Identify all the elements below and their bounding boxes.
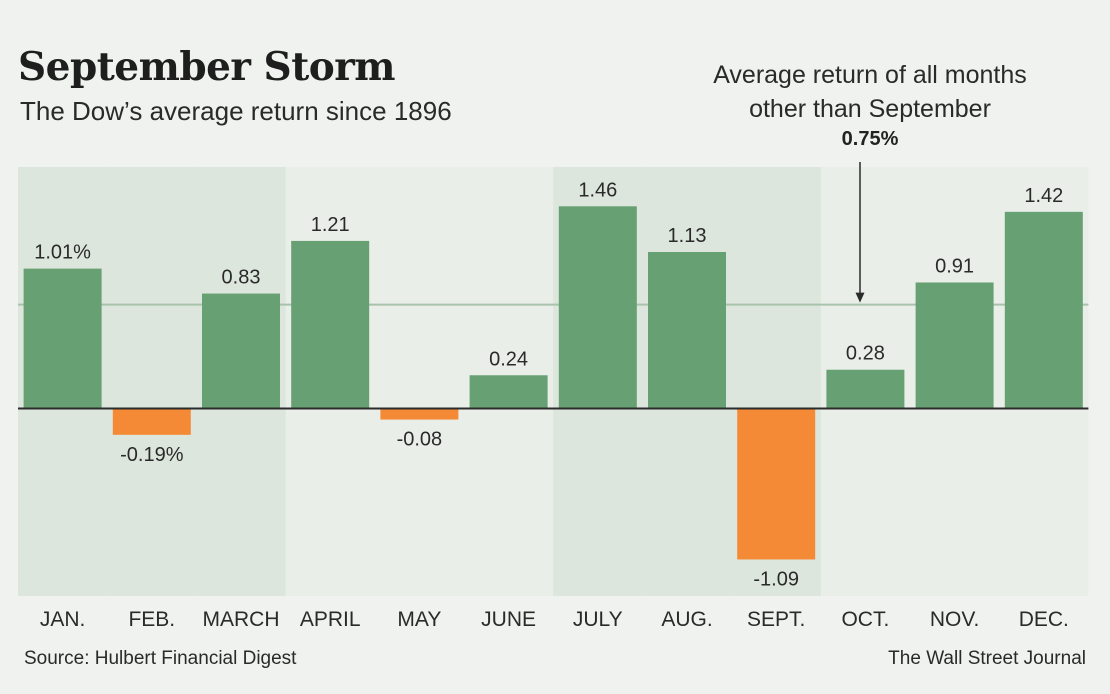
average-annotation-line2: other than September <box>749 95 991 123</box>
month-label-april: APRIL <box>300 608 361 631</box>
bar-july <box>558 206 637 409</box>
bar-june <box>469 375 548 409</box>
shaded-band-feb <box>107 167 197 596</box>
month-label-jan: JAN. <box>40 608 86 631</box>
bar-jan <box>23 268 102 409</box>
value-label-april: 1.21 <box>311 214 350 236</box>
month-label-sept: SEPT. <box>747 608 805 631</box>
month-label-aug: AUG. <box>661 608 712 631</box>
value-label-june: 0.24 <box>489 348 528 370</box>
value-label-jan: 1.01% <box>34 242 91 264</box>
bar-dec <box>1004 211 1083 409</box>
value-label-feb: -0.19% <box>120 444 184 466</box>
value-label-may: -0.08 <box>397 429 443 451</box>
month-label-nov: NOV. <box>930 608 979 631</box>
value-label-july: 1.46 <box>578 179 617 201</box>
bar-sept <box>737 408 816 560</box>
chart-subtitle: The Dow’s average return since 1896 <box>20 96 452 126</box>
month-label-march: MARCH <box>203 608 280 631</box>
month-label-feb: FEB. <box>128 608 175 631</box>
value-label-sept: -1.09 <box>753 568 799 590</box>
value-label-oct: 0.28 <box>846 343 885 365</box>
bar-oct <box>826 369 905 409</box>
average-annotation-value: 0.75% <box>841 128 899 150</box>
value-label-aug: 1.13 <box>668 225 707 247</box>
month-label-may: MAY <box>397 608 441 631</box>
bar-nov <box>915 282 994 409</box>
month-label-dec: DEC. <box>1019 608 1069 631</box>
average-annotation: Average return of all months other than … <box>660 58 1080 126</box>
source-note: Source: Hulbert Financial Digest <box>24 648 297 669</box>
bar-aug <box>648 251 726 409</box>
month-label-june: JUNE <box>481 608 536 631</box>
value-label-march: 0.83 <box>222 267 261 289</box>
bar-may <box>380 408 459 420</box>
bar-april <box>291 240 370 409</box>
value-label-dec: 1.42 <box>1024 185 1063 207</box>
value-label-nov: 0.91 <box>935 255 974 277</box>
chart-title: September Storm <box>18 44 396 90</box>
month-label-july: JULY <box>573 608 623 631</box>
average-annotation-line1: Average return of all months <box>713 61 1027 89</box>
month-label-oct: OCT. <box>841 608 889 631</box>
bar-feb <box>112 408 191 435</box>
annotation-arrow-head <box>855 292 865 303</box>
publisher-credit: The Wall Street Journal <box>888 648 1086 669</box>
bar-march <box>202 293 280 409</box>
